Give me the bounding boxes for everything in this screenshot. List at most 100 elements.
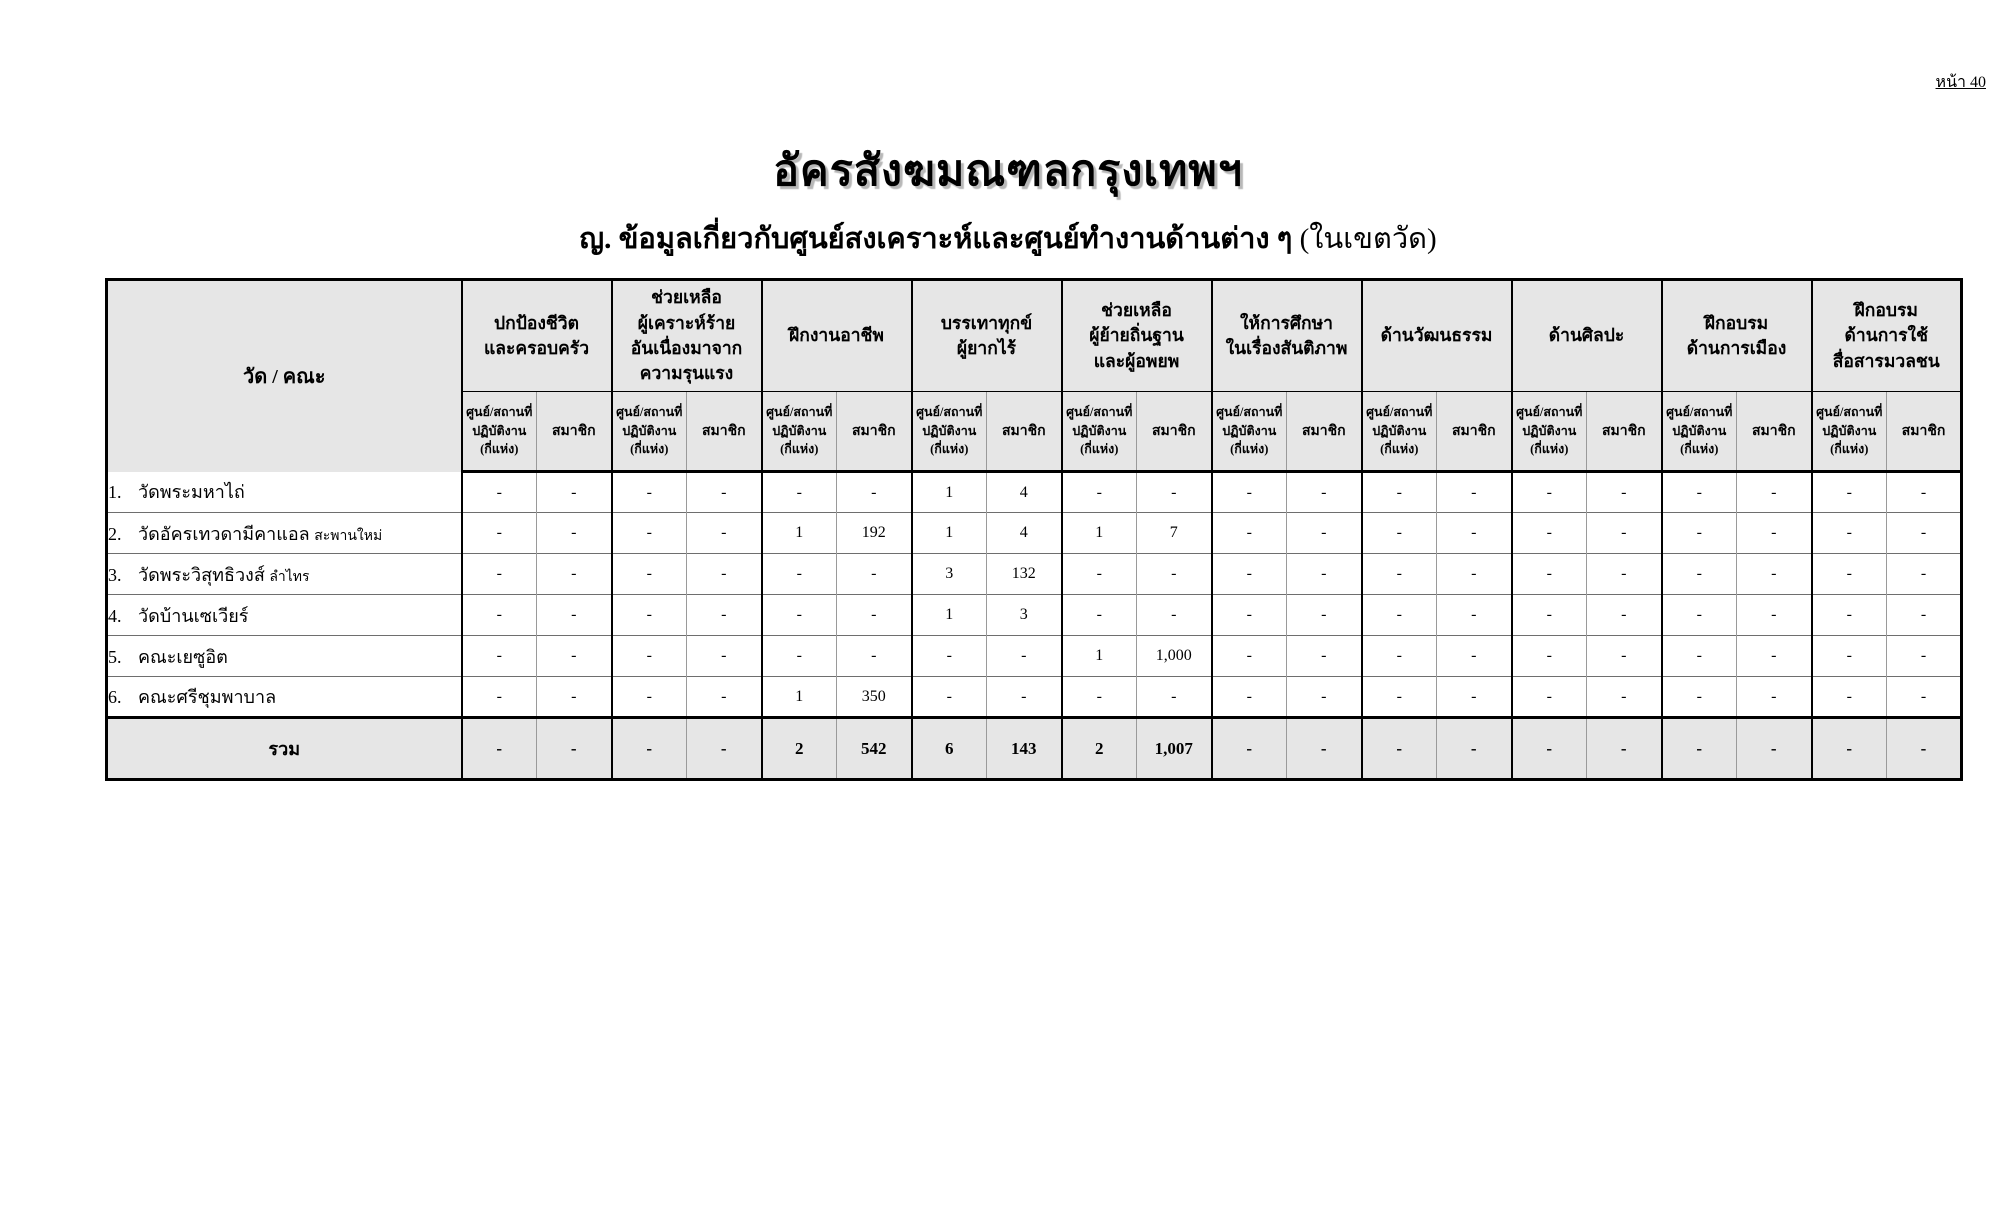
value-cell: - (1736, 471, 1812, 513)
subheader-members: สมาชิก (686, 391, 762, 473)
value-cell: 1 (910, 512, 987, 554)
value-cell: - (1210, 676, 1287, 718)
subheader-members: สมาชิก (1736, 391, 1812, 473)
subheader-centers: ศูนย์/สถานที่ ปฏิบัติงาน (กี่แห่ง) (910, 391, 987, 473)
value-cell: - (760, 553, 837, 595)
total-value-cell: - (1210, 716, 1287, 780)
value-cell: - (836, 471, 912, 513)
value-cell: - (1810, 594, 1887, 636)
row-name: คณะศรีชุมพาบาล (138, 687, 277, 707)
value-cell: - (1510, 553, 1587, 595)
value-cell: - (1210, 512, 1287, 554)
value-cell: 4 (986, 471, 1062, 513)
value-cell: - (1060, 676, 1137, 718)
value-cell: - (1210, 594, 1287, 636)
group-header: บรรเทาทุกข์ ผู้ยากไร้ (910, 279, 1062, 392)
row-name-cell: 6. คณะศรีชุมพาบาล (106, 676, 463, 718)
value-cell: - (1660, 553, 1737, 595)
row-name-cell: 1. วัดพระมหาไถ่ (106, 471, 463, 513)
subheader-centers: ศูนย์/สถานที่ ปฏิบัติงาน (กี่แห่ง) (610, 391, 687, 473)
value-cell: - (536, 676, 612, 718)
total-value-cell: - (1360, 716, 1437, 780)
value-cell: - (1886, 553, 1962, 595)
document-subtitle: ญ. ข้อมูลเกี่ยวกับศูนย์สงเคราะห์และศูนย์… (0, 215, 2016, 261)
value-cell: - (536, 471, 612, 513)
value-cell: - (1136, 676, 1212, 718)
value-cell: - (1660, 512, 1737, 554)
value-cell: - (1210, 471, 1287, 513)
value-cell: - (1436, 471, 1512, 513)
value-cell: - (910, 635, 987, 677)
value-cell: - (760, 594, 837, 636)
value-cell: - (1586, 471, 1662, 513)
value-cell: - (1660, 471, 1737, 513)
value-cell: - (460, 676, 537, 718)
value-cell: - (610, 676, 687, 718)
row-name-cell: 2. วัดอัครเทวดามีคาแอล สะพานใหม่ (106, 512, 463, 554)
total-value-cell: - (460, 716, 537, 780)
value-cell: 3 (910, 553, 987, 595)
subheader-members: สมาชิก (536, 391, 612, 473)
subheader-centers: ศูนย์/สถานที่ ปฏิบัติงาน (กี่แห่ง) (460, 391, 537, 473)
subheader-members: สมาชิก (1136, 391, 1212, 473)
group-header: ฝึกงานอาชีพ (760, 279, 912, 392)
value-cell: - (1286, 471, 1362, 513)
value-cell: - (1360, 471, 1437, 513)
value-cell: - (1810, 471, 1887, 513)
value-cell: - (610, 635, 687, 677)
page-number: หน้า 40 (1935, 74, 1986, 91)
value-cell: - (1810, 635, 1887, 677)
value-cell: - (1886, 635, 1962, 677)
total-value-cell: 1,007 (1136, 716, 1212, 780)
row-name-suffix: สะพานใหม่ (314, 528, 383, 544)
value-cell: - (1736, 635, 1812, 677)
value-cell: - (1886, 676, 1962, 718)
value-cell: - (1060, 594, 1137, 636)
row-name: วัดพระมหาไถ่ (138, 482, 245, 503)
value-cell: - (536, 512, 612, 554)
value-cell: - (1810, 676, 1887, 718)
subheader-members: สมาชิก (1286, 391, 1362, 473)
value-cell: - (1136, 553, 1212, 595)
total-value-cell: - (686, 716, 762, 780)
group-header: ปกป้องชีวิต และครอบครัว (460, 279, 612, 392)
value-cell: 1 (1060, 635, 1137, 677)
group-header: ช่วยเหลือ ผู้ย้ายถิ่นฐาน และผู้อพยพ (1060, 279, 1212, 392)
value-cell: - (1586, 676, 1662, 718)
value-cell: - (686, 594, 762, 636)
value-cell: - (460, 512, 537, 554)
row-name-cell: 3. วัดพระวิสุทธิวงส์ ลำไทร (106, 553, 463, 595)
total-value-cell: - (1660, 716, 1737, 780)
value-cell: - (1360, 594, 1437, 636)
value-cell: - (536, 553, 612, 595)
value-cell: - (986, 676, 1062, 718)
value-cell: 1 (910, 471, 987, 513)
value-cell: - (1736, 676, 1812, 718)
total-value-cell: - (1510, 716, 1587, 780)
value-cell: - (1136, 594, 1212, 636)
value-cell: - (1510, 676, 1587, 718)
total-value-cell: 143 (986, 716, 1062, 780)
subheader-members: สมาชิก (986, 391, 1062, 473)
value-cell: - (1586, 635, 1662, 677)
subheader-centers: ศูนย์/สถานที่ ปฏิบัติงาน (กี่แห่ง) (1210, 391, 1287, 473)
value-cell: - (1210, 635, 1287, 677)
total-value-cell: - (1586, 716, 1662, 780)
subheader-centers: ศูนย์/สถานที่ ปฏิบัติงาน (กี่แห่ง) (1360, 391, 1437, 473)
total-value-cell: 2 (1060, 716, 1137, 780)
value-cell: - (1586, 512, 1662, 554)
value-cell: - (1360, 676, 1437, 718)
value-cell: 3 (986, 594, 1062, 636)
row-name: คณะเยซูอิต (138, 646, 228, 667)
value-cell: - (760, 635, 837, 677)
total-value-cell: - (1286, 716, 1362, 780)
total-value-cell: 542 (836, 716, 912, 780)
value-cell: - (1586, 594, 1662, 636)
value-cell: - (610, 512, 687, 554)
value-cell: - (610, 594, 687, 636)
value-cell: - (460, 635, 537, 677)
total-value-cell: 6 (910, 716, 987, 780)
value-cell: 350 (836, 676, 912, 718)
value-cell: - (1886, 594, 1962, 636)
total-value-cell: - (1436, 716, 1512, 780)
